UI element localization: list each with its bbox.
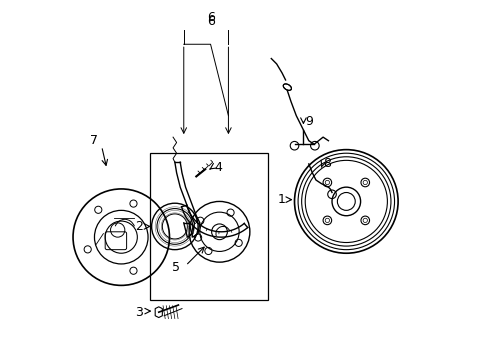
Text: 5: 5: [172, 261, 180, 274]
Bar: [149, 153, 267, 300]
Text: 9: 9: [305, 114, 312, 127]
Polygon shape: [155, 307, 162, 318]
Text: 3: 3: [135, 306, 142, 319]
Text: 4: 4: [214, 161, 222, 174]
Text: 8: 8: [323, 157, 330, 170]
Text: 6: 6: [206, 14, 214, 27]
Text: 6: 6: [206, 11, 214, 24]
Text: 2: 2: [135, 220, 142, 233]
Text: 7: 7: [90, 134, 98, 147]
Text: 1: 1: [277, 193, 285, 206]
